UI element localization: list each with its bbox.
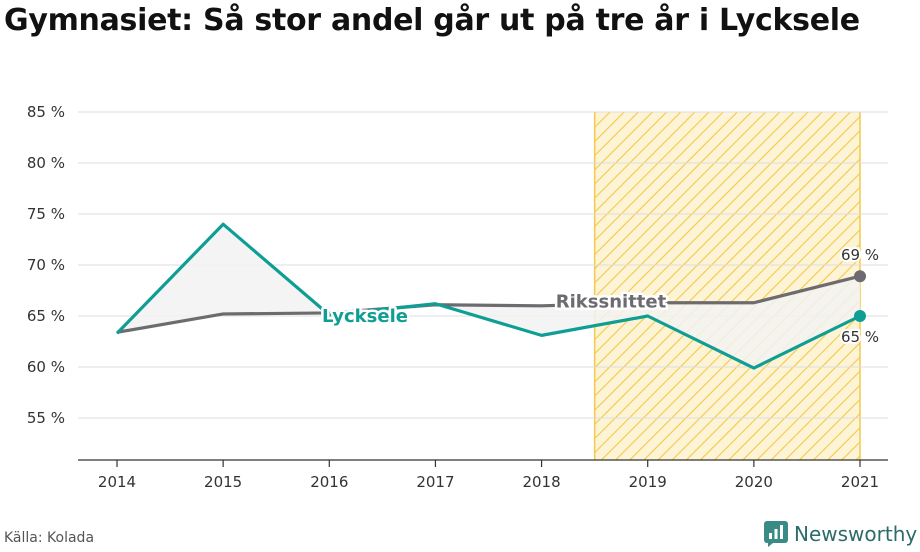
end-label-lycksele: 65 % xyxy=(841,328,879,346)
x-tick-label: 2020 xyxy=(735,473,773,491)
end-label-rikssnittet: 69 % xyxy=(841,246,879,264)
x-tick-label: 2018 xyxy=(522,473,560,491)
series-label-lycksele: Lycksele xyxy=(322,306,408,327)
x-tick-label: 2021 xyxy=(841,473,879,491)
x-tick-label: 2014 xyxy=(98,473,136,491)
difference-area xyxy=(117,224,860,369)
x-tick-label: 2019 xyxy=(629,473,667,491)
x-tick-label: 2016 xyxy=(310,473,348,491)
brand-name: Newsworthy xyxy=(794,522,918,546)
series-lines xyxy=(115,222,866,370)
y-tick-label: 85 % xyxy=(27,103,65,121)
x-tick-label: 2017 xyxy=(416,473,454,491)
y-tick-label: 55 % xyxy=(27,409,65,427)
difference-fill xyxy=(117,224,860,369)
newsworthy-logo-icon xyxy=(764,521,788,547)
y-tick-label: 80 % xyxy=(27,154,65,172)
end-point-lycksele xyxy=(854,310,866,322)
y-tick-label: 65 % xyxy=(27,307,65,325)
source-note: Källa: Kolada xyxy=(4,530,95,546)
series-line-lycksele xyxy=(115,222,861,370)
series-labels: Rikssnittet Lycksele 69 % 65 % xyxy=(320,244,882,348)
y-tick-label: 75 % xyxy=(27,205,65,223)
y-tick-label: 60 % xyxy=(27,358,65,376)
y-tick-label: 70 % xyxy=(27,256,65,274)
series-label-rikssnittet: Rikssnittet xyxy=(556,292,667,313)
x-tick-label: 2015 xyxy=(204,473,242,491)
series-line-rikssnittet xyxy=(116,274,861,334)
end-point-rikssnittet xyxy=(854,270,866,283)
chart-title: Gymnasiet: Så stor andel går ut på tre å… xyxy=(4,3,860,38)
brand-logo: Newsworthy xyxy=(764,519,917,549)
axes: 2014 2015 2016 2017 2018 2019 2020 2021 xyxy=(78,459,888,491)
